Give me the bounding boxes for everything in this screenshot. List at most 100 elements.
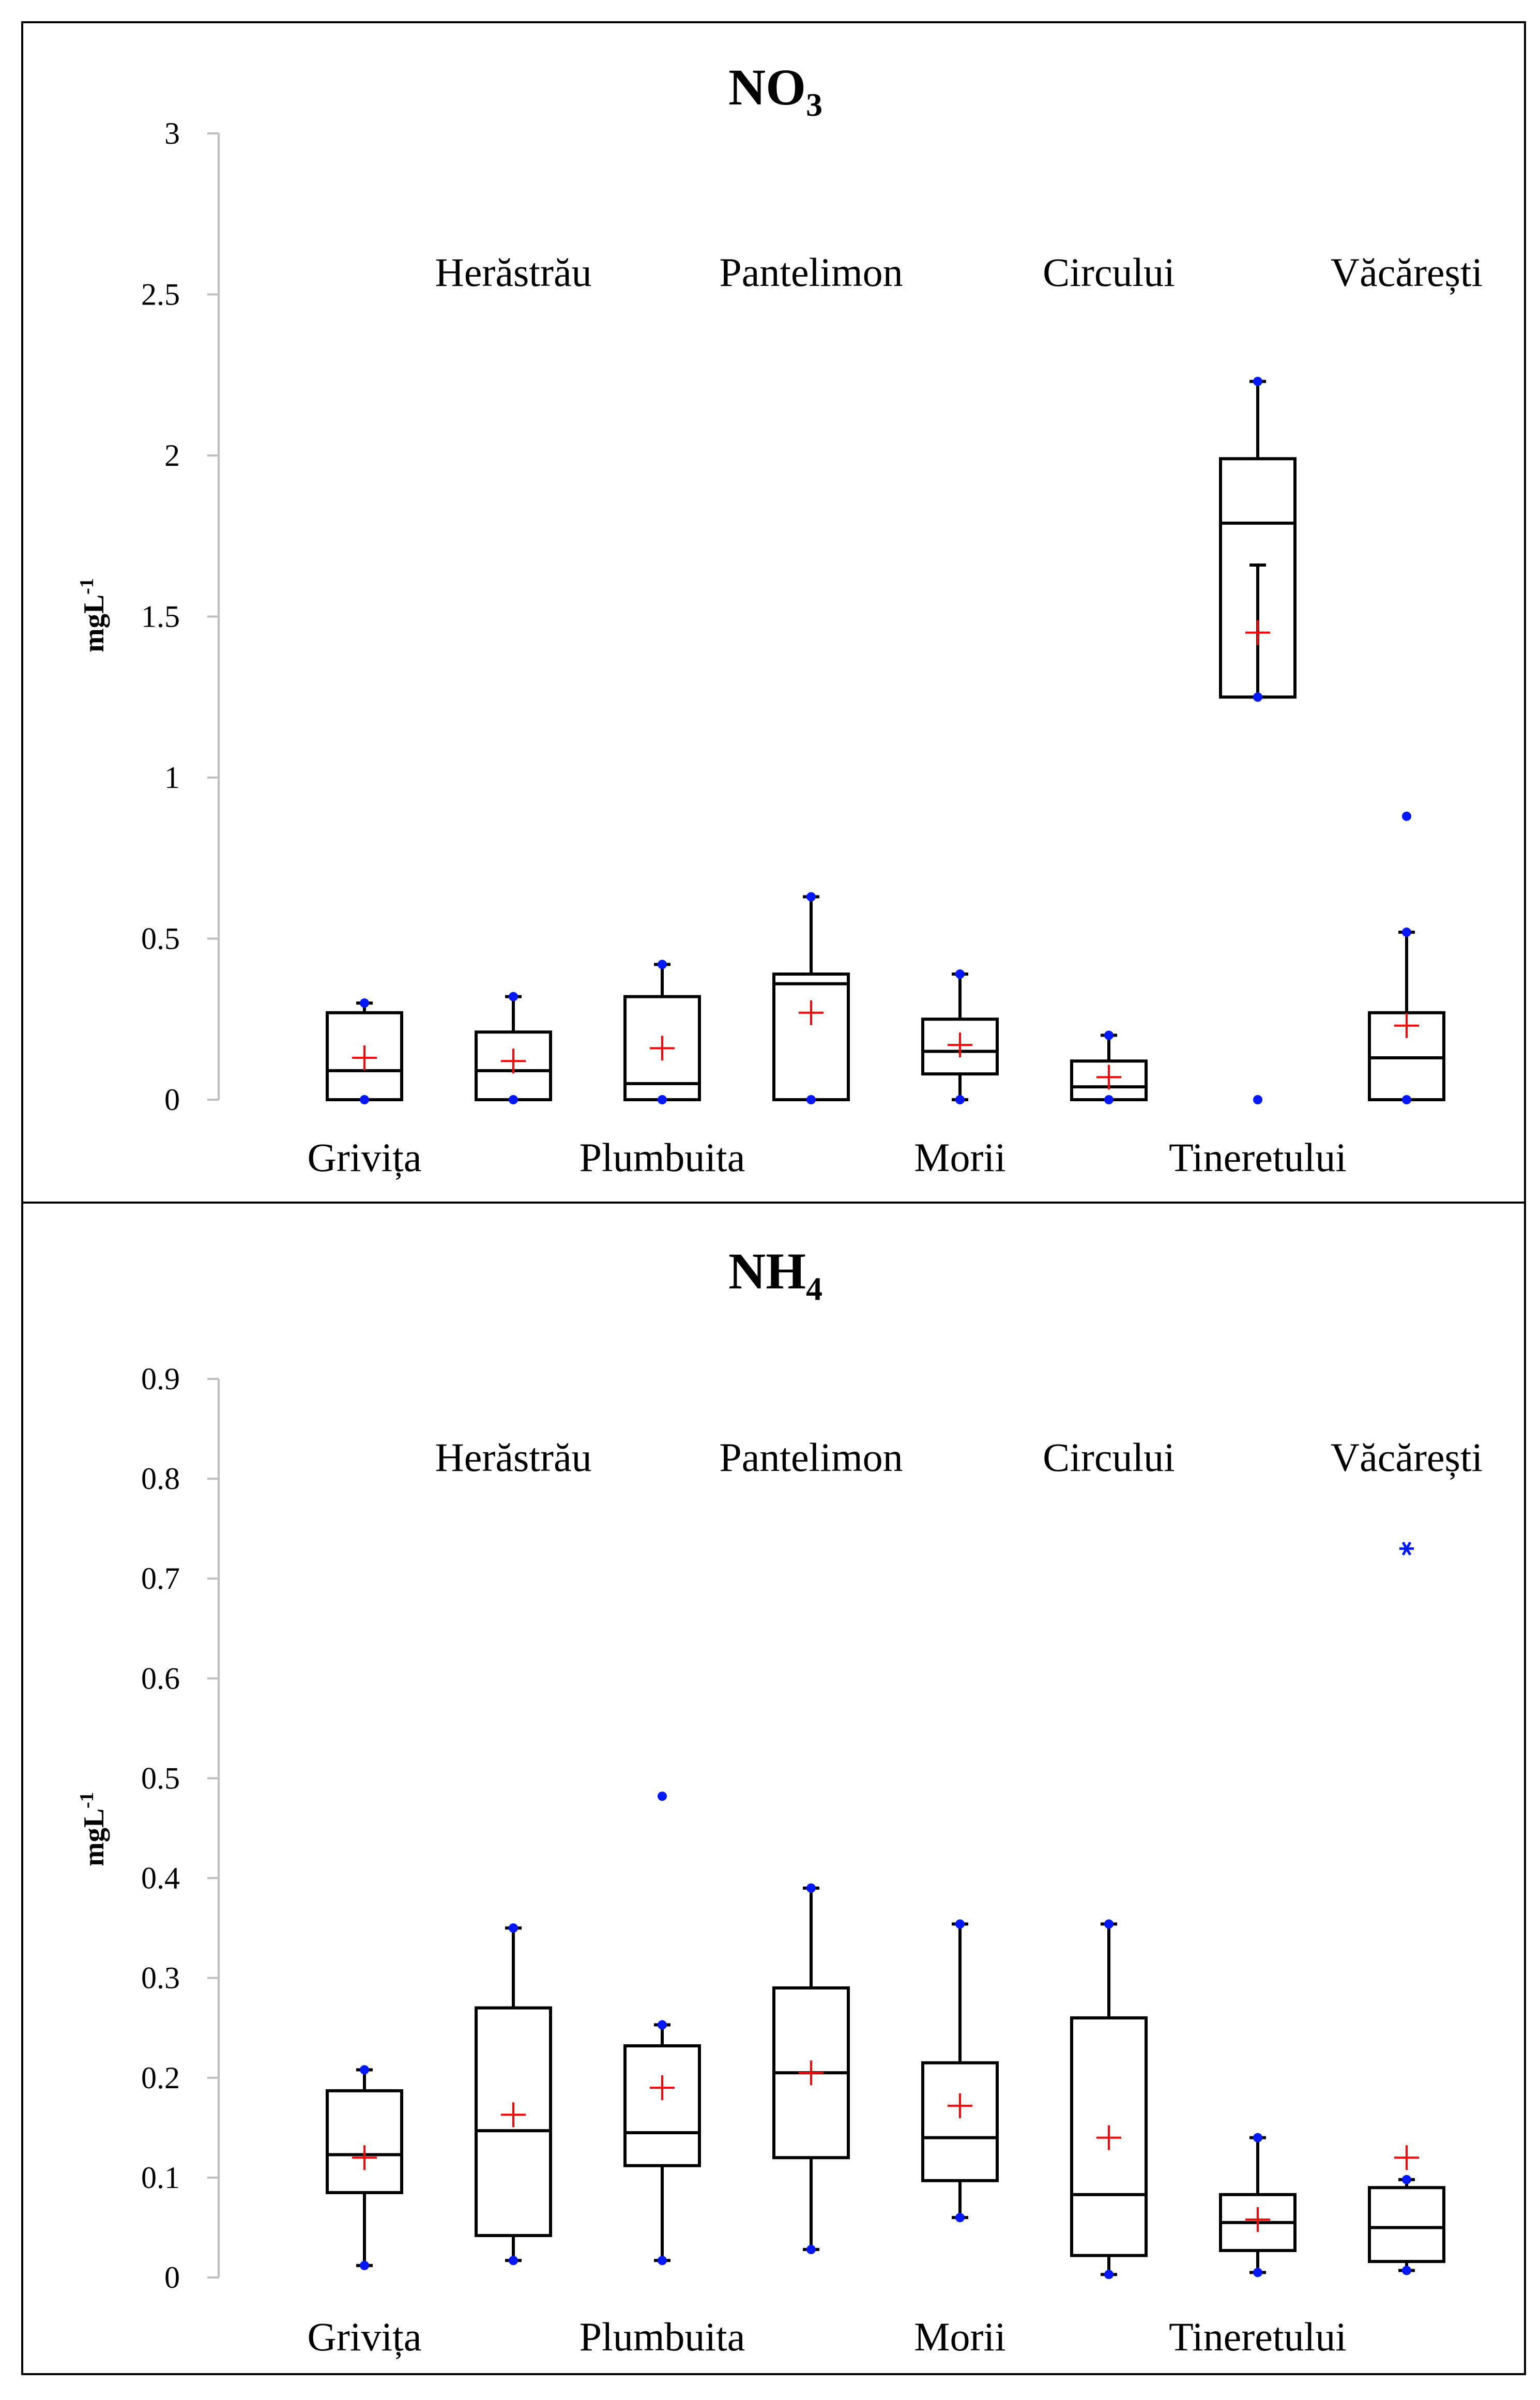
extreme-point — [1253, 2268, 1262, 2277]
category-label-top: Herăstrău — [435, 250, 591, 295]
box-iqr — [921, 1017, 999, 1076]
category-label-bottom: Plumbuita — [580, 1135, 745, 1180]
outlier-point — [658, 1791, 667, 1801]
category-label-top: Herăstrău — [435, 1435, 591, 1480]
category-label-bottom: Plumbuita — [580, 2314, 745, 2359]
extreme-point — [1104, 1030, 1114, 1040]
y-tick-label: 0.3 — [141, 1961, 180, 1995]
chart-title: NH4 — [728, 1242, 822, 1307]
extreme-point — [1104, 1095, 1114, 1104]
chart-panel-2: NH4 0 0.1 0.2 0.3 0.4 0.5 0.6 0.7 0.8 0.9 mgL-1 Heră… — [21, 1202, 1526, 2375]
outlier-point — [1253, 1095, 1262, 1104]
box-6 — [1070, 1919, 1148, 2280]
extreme-point — [360, 2065, 369, 2075]
box-4 — [772, 892, 850, 1104]
mean-marker — [1394, 2145, 1419, 2170]
mean-marker — [1245, 2207, 1270, 2232]
y-axis-label-superscript: -1 — [76, 1792, 98, 1809]
extreme-point — [1253, 2133, 1262, 2143]
category-label-bottom: Grivița — [308, 1135, 422, 1180]
y-tick-label: 0.1 — [141, 2161, 180, 2195]
extreme-point — [360, 1095, 369, 1104]
box-3 — [623, 1791, 701, 2266]
category-label-top: Circului — [1043, 1435, 1175, 1480]
y-tick-label: 1 — [164, 761, 180, 795]
extreme-point — [955, 2213, 965, 2223]
box-8 — [1368, 811, 1445, 1104]
extreme-point — [1402, 2266, 1411, 2275]
mean-marker — [352, 1045, 377, 1071]
category-label-top: Văcărești — [1331, 1435, 1483, 1480]
extreme-point — [360, 2260, 369, 2270]
box-6 — [1070, 1030, 1148, 1104]
y-tick-label: 0.4 — [141, 1861, 180, 1895]
mean-marker — [799, 2060, 824, 2086]
mean-marker — [799, 1000, 824, 1025]
y-tick-label: 0 — [164, 2260, 180, 2295]
mean-marker — [1394, 1013, 1419, 1038]
extreme-point — [658, 960, 667, 969]
extreme-point — [955, 1095, 965, 1104]
y-axis-label-main: mgL — [78, 1809, 110, 1866]
extreme-point — [658, 1095, 667, 1104]
y-tick-label: 0.8 — [141, 1462, 180, 1496]
outlier-star — [1399, 1541, 1414, 1556]
y-tick-label: 0.7 — [141, 1561, 180, 1596]
y-axis-label: mgL-1 — [76, 578, 110, 652]
chart-title-main: NH — [728, 1242, 806, 1300]
y-axis-label: mgL-1 — [76, 1792, 110, 1866]
mean-marker — [1096, 1065, 1121, 1090]
box-iqr — [772, 973, 850, 1102]
box-5 — [921, 1919, 999, 2223]
box-iqr — [921, 2061, 999, 2182]
extreme-point — [1104, 1919, 1114, 1929]
extreme-point — [1402, 1095, 1411, 1104]
extreme-point — [1253, 692, 1262, 702]
box-2 — [475, 992, 552, 1104]
mean-marker — [650, 1036, 675, 1061]
category-label-bottom: Morii — [914, 1135, 1006, 1180]
y-tick-label: 0.2 — [141, 2061, 180, 2095]
mean-marker — [501, 2102, 526, 2128]
extreme-point — [1253, 376, 1262, 386]
box-3 — [623, 960, 701, 1104]
category-label-bottom: Morii — [914, 2314, 1006, 2359]
y-tick-label: 0.6 — [141, 1661, 180, 1695]
extreme-point — [509, 1095, 518, 1104]
y-tick-label: 0.5 — [141, 1761, 180, 1795]
box-iqr — [326, 2089, 403, 2194]
category-label-top: Circului — [1043, 250, 1175, 295]
extreme-point — [509, 1923, 518, 1933]
y-axis-label-superscript: -1 — [76, 578, 98, 595]
mean-marker — [1245, 620, 1270, 645]
box-iqr — [475, 2006, 552, 2237]
chart-title: NO3 — [728, 58, 822, 123]
box-2 — [475, 1923, 552, 2266]
panel-frame — [21, 1202, 1526, 2375]
category-label-top: Pantelimon — [719, 250, 903, 295]
chart-title-main: NO — [728, 58, 806, 116]
extreme-point — [1104, 2270, 1114, 2280]
box-7 — [1219, 376, 1297, 1104]
y-tick-label: 0.5 — [141, 922, 180, 956]
category-label-bottom: Tineretului — [1169, 1135, 1347, 1180]
box-4 — [772, 1883, 850, 2254]
chart-title-subscript: 3 — [806, 86, 822, 123]
mean-marker — [352, 2145, 377, 2170]
mean-marker — [948, 2093, 972, 2118]
box-7 — [1219, 2133, 1297, 2277]
y-tick-label: 2.5 — [141, 278, 180, 312]
extreme-point — [1402, 2175, 1411, 2184]
extreme-point — [955, 969, 965, 979]
y-tick-label: 0.9 — [141, 1362, 180, 1396]
y-tick-label: 0 — [164, 1083, 180, 1117]
extreme-point — [658, 2020, 667, 2030]
box-iqr — [1368, 2186, 1445, 2264]
category-label-top: Văcărești — [1331, 250, 1483, 295]
chart-title-subscript: 4 — [806, 1270, 822, 1307]
box-8 — [1368, 1541, 1445, 2275]
box-iqr — [623, 2044, 701, 2167]
